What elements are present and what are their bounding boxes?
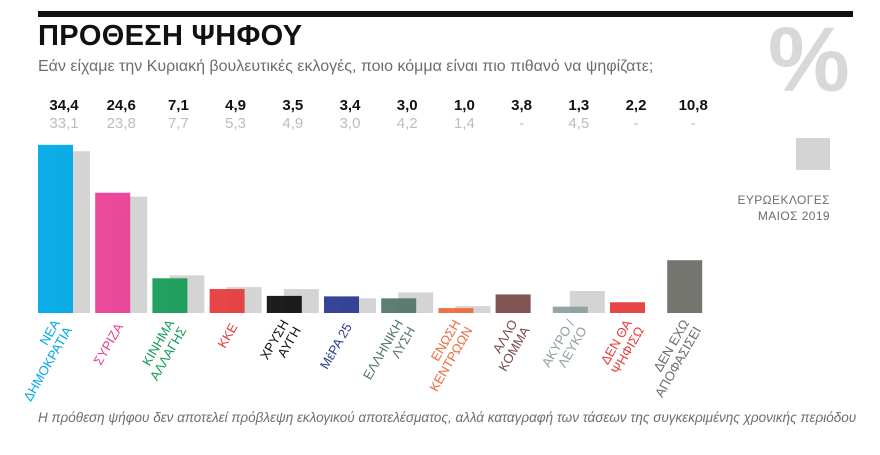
value-label-previous: 1,4 <box>454 115 475 132</box>
bar-current <box>38 144 73 313</box>
bar-current <box>438 308 474 313</box>
value-label-current: 1,0 <box>454 97 475 114</box>
value-label-previous: - <box>634 115 639 132</box>
value-label-current: 2,2 <box>626 97 647 114</box>
bar-current <box>381 298 417 313</box>
value-label-previous: 7,7 <box>168 115 189 132</box>
chart-subtitle: Εάν είχαμε την Κυριακή βουλευτικές εκλογ… <box>38 58 654 75</box>
legend-label-line1: ΕΥΡΩΕΚΛΟΓΕΣ <box>737 193 830 207</box>
value-label-current: 3,0 <box>397 97 418 114</box>
value-label-previous: 4,2 <box>397 115 418 132</box>
category-label-line: ΜέΡΑ 25 <box>317 321 355 372</box>
value-label-current: 1,3 <box>568 97 589 114</box>
legend-swatch-previous <box>796 138 830 170</box>
value-label-previous: 33,1 <box>49 115 78 132</box>
bar-current <box>610 302 645 313</box>
bar-current <box>209 289 245 313</box>
value-label-current: 34,4 <box>49 97 79 114</box>
category-label-line: ΣΥΡΙΖΑ <box>90 320 126 367</box>
bar-current <box>495 294 531 313</box>
value-label-previous: - <box>691 115 696 132</box>
category-label: ΣΥΡΙΖΑ <box>90 320 126 367</box>
value-label-current: 7,1 <box>168 97 189 114</box>
bar-current <box>324 296 359 313</box>
bar-current <box>152 278 188 313</box>
bar-current <box>667 260 703 313</box>
category-label: ΚΚΕ <box>215 320 241 350</box>
legend-label-line2: ΜΑΙΟΣ 2019 <box>757 209 830 223</box>
legend-label-previous: ΕΥΡΩΕΚΛΟΓΕΣ ΜΑΙΟΣ 2019 <box>700 192 830 224</box>
bar-current <box>266 295 302 313</box>
bar-current <box>552 306 588 313</box>
value-label-previous: 4,9 <box>282 115 303 132</box>
bar-current <box>95 192 131 313</box>
category-label-line: ΚΚΕ <box>215 320 241 350</box>
value-label-current: 24,6 <box>107 97 136 114</box>
chart-title: ΠΡΟΘΕΣΗ ΨΗΦΟΥ <box>38 20 303 52</box>
value-label-previous: 3,0 <box>340 115 361 132</box>
percent-icon: % <box>768 9 850 111</box>
value-label-current: 3,4 <box>340 97 362 114</box>
value-label-current: 3,5 <box>282 97 303 114</box>
footnote: Η πρόθεση ψήφου δεν αποτελεί πρόβλεψη εκ… <box>38 410 857 425</box>
value-label-previous: - <box>519 115 524 132</box>
value-label-current: 3,8 <box>511 97 532 114</box>
top-rule <box>38 11 853 17</box>
value-label-previous: 23,8 <box>107 115 136 132</box>
category-label: ΜέΡΑ 25 <box>317 321 355 372</box>
value-label-previous: 4,5 <box>568 115 589 132</box>
value-label-previous: 5,3 <box>225 115 246 132</box>
value-label-current: 10,8 <box>679 97 708 114</box>
value-label-current: 4,9 <box>225 97 246 114</box>
category-label: ΑΚΥΡΟ /ΛΕΥΚΟ <box>539 317 590 370</box>
